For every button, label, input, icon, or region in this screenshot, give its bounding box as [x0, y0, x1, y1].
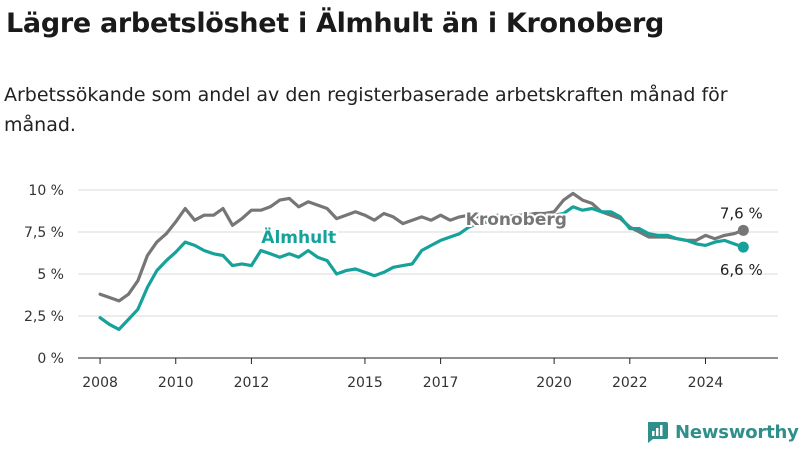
y-tick-label: 5 %	[37, 267, 64, 283]
x-tick-label: 2024	[688, 375, 724, 391]
series-label-kronoberg: Kronoberg	[466, 210, 567, 230]
x-tick-label: 2010	[158, 375, 194, 391]
series-line-kronoberg	[98, 191, 745, 303]
y-tick-label: 7,5 %	[24, 225, 64, 241]
series-end-label-almhult: 6,6 %	[720, 261, 763, 279]
x-tick-label: 2015	[347, 375, 383, 391]
y-tick-label: 10 %	[28, 183, 64, 199]
y-tick-label: 2,5 %	[24, 309, 64, 325]
x-tick-label: 2020	[536, 375, 572, 391]
series-end-point-almhult	[737, 241, 749, 253]
x-tick-label: 2022	[612, 375, 648, 391]
chart-subtitle: Arbetssökande som andel av den registerb…	[4, 84, 728, 136]
series-label-almhult: Älmhult	[261, 226, 336, 248]
x-tick-label: 2012	[234, 375, 270, 391]
newsworthy-brand: Newsworthy	[645, 418, 799, 446]
brand-name: Newsworthy	[675, 421, 799, 443]
x-tick-label: 2017	[423, 375, 459, 391]
y-tick-label: 0 %	[37, 351, 64, 367]
series-end-label-kronoberg: 7,6 %	[720, 204, 763, 222]
newsworthy-logo-icon	[648, 422, 668, 443]
chart-title: Lägre arbetslöshet i Älmhult än i Kronob…	[6, 8, 665, 39]
x-tick-label: 2008	[82, 375, 118, 391]
series-end-point-kronoberg	[737, 224, 749, 236]
series-line-almhult	[98, 205, 745, 331]
